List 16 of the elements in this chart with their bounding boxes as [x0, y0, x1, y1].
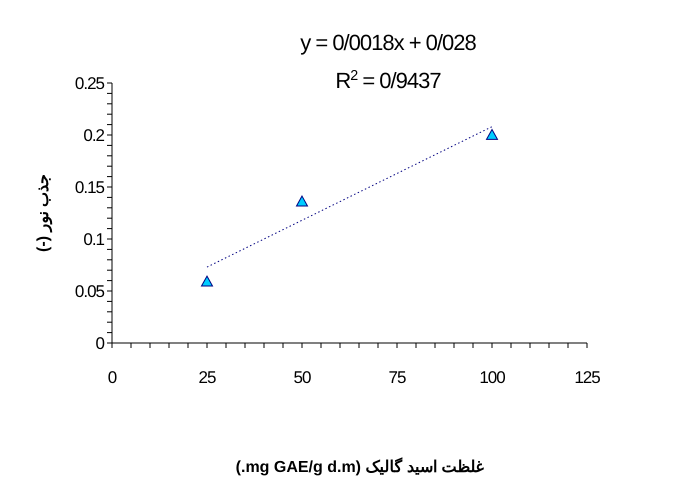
- ytick: 0.15: [74, 178, 104, 197]
- xtick: 0: [108, 368, 116, 387]
- xtick: 75: [388, 368, 406, 387]
- annotation: y = 0/0018x + 0/028: [300, 30, 476, 55]
- xtick: 100: [479, 368, 505, 387]
- ytick: 0.05: [74, 282, 104, 301]
- ytick: 0.25: [74, 74, 104, 93]
- ytick: 0: [96, 334, 104, 353]
- annotation: R$^{2}$ = 0/9437: [335, 68, 441, 93]
- xlabel: غلظت اسید گالیک (mg GAE/g d.m.): [236, 459, 484, 476]
- ytick: 0.1: [83, 230, 104, 249]
- ylabel: جذب نور (-): [35, 174, 52, 252]
- xtick: 50: [294, 368, 310, 387]
- xtick: 25: [198, 368, 216, 387]
- xtick: 125: [574, 368, 600, 387]
- ytick: 0.2: [83, 126, 104, 145]
